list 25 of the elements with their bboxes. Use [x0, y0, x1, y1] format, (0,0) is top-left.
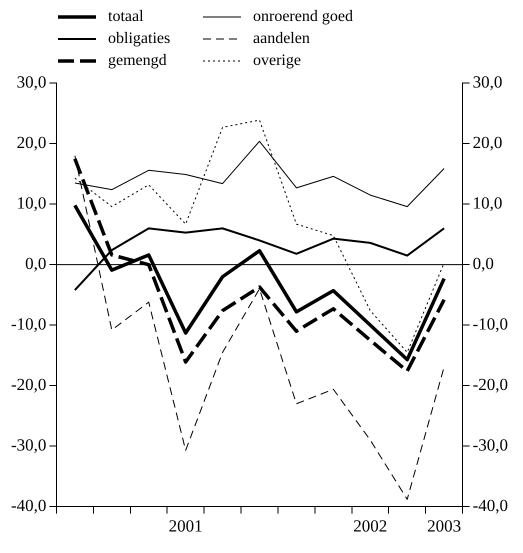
legend-label: totaal — [108, 8, 144, 26]
x-tick-label: 2001 — [168, 516, 203, 536]
y2-tick-label: -40,0 — [472, 496, 508, 516]
x-tick-label: 2002 — [353, 516, 388, 536]
y2-tick-label: -30,0 — [472, 436, 508, 455]
y-tick-label: 20,0 — [16, 133, 46, 152]
legend-label: gemengd — [108, 52, 167, 70]
legend-label: obligaties — [108, 30, 170, 48]
y2-tick-label: 30,0 — [472, 72, 502, 92]
y-tick-label: -20,0 — [10, 375, 46, 394]
y2-tick-label: -10,0 — [472, 314, 508, 334]
y-tick-label: -10,0 — [10, 314, 46, 334]
legend-label: overige — [253, 52, 301, 70]
y2-tick-label: 10,0 — [472, 194, 502, 213]
x-tick-label: 2003 — [427, 516, 462, 536]
y-tick-label: 0,0 — [25, 254, 46, 274]
y-tick-label: -40,0 — [10, 496, 46, 516]
y2-tick-label: -20,0 — [472, 375, 508, 394]
legend-label: onroerend goed — [253, 8, 353, 26]
y-tick-label: -30,0 — [10, 436, 46, 455]
legend-label: aandelen — [253, 30, 310, 48]
y2-tick-label: 0,0 — [472, 254, 494, 274]
y-tick-label: 10,0 — [16, 194, 46, 213]
y-tick-label: 30,0 — [16, 72, 46, 92]
y2-tick-label: 20,0 — [472, 133, 502, 152]
